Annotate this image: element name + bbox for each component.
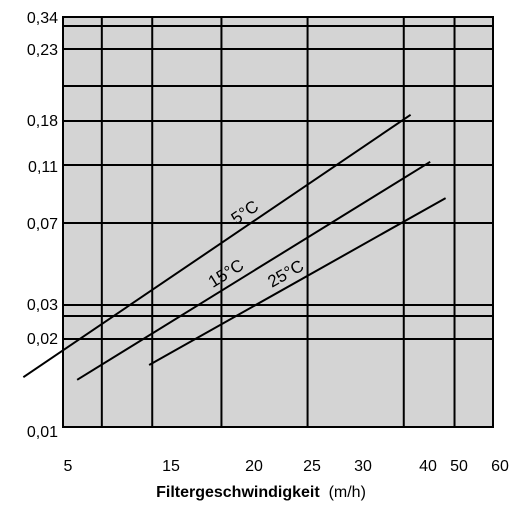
y-tick-label: 0,23 <box>27 42 58 59</box>
x-tick-label: 15 <box>162 458 180 475</box>
series-line <box>22 113 412 379</box>
x-tick-label: 50 <box>450 458 468 475</box>
y-tick-label: 0,07 <box>27 216 58 233</box>
x-tick-label: 25 <box>303 458 321 475</box>
y-tick-label: 0,02 <box>27 331 58 348</box>
x-axis-title-main: Filtergeschwindigkeit <box>156 484 320 501</box>
y-tick-label: 0,34 <box>27 10 58 27</box>
y-tick-label: 0,01 <box>27 424 58 441</box>
series-line <box>148 197 447 366</box>
x-axis-title-unit: (m/h) <box>328 484 366 501</box>
x-axis-title: Filtergeschwindigkeit (m/h) <box>0 484 522 502</box>
x-tick-label: 20 <box>245 458 263 475</box>
x-tick-label: 40 <box>419 458 437 475</box>
x-tick-label: 5 <box>64 458 73 475</box>
y-tick-label: 0,18 <box>27 113 58 130</box>
x-tick-label: 30 <box>354 458 372 475</box>
y-tick-label: 0,11 <box>28 159 58 176</box>
x-tick-label: 60 <box>491 458 509 475</box>
y-tick-label: 0,03 <box>27 297 58 314</box>
series-line <box>76 160 431 381</box>
plot-border <box>62 16 494 428</box>
